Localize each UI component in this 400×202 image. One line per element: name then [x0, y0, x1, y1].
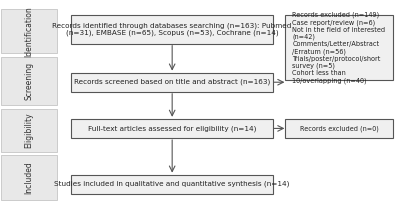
Text: Screening: Screening [25, 62, 34, 100]
Text: Included: Included [25, 161, 34, 194]
Text: Studies included in qualitative and quantitative synthesis (n=14): Studies included in qualitative and quan… [54, 181, 290, 187]
Text: Records excluded (n=0): Records excluded (n=0) [300, 125, 378, 132]
FancyBboxPatch shape [71, 73, 274, 92]
Text: Eligibility: Eligibility [25, 113, 34, 148]
FancyBboxPatch shape [1, 109, 57, 152]
FancyBboxPatch shape [285, 119, 392, 138]
FancyBboxPatch shape [1, 9, 57, 53]
Text: Records identified through databases searching (n=163): Pubmed
(n=31), EMBASE (n: Records identified through databases sea… [52, 22, 292, 36]
FancyBboxPatch shape [1, 57, 57, 105]
Text: Identification: Identification [25, 6, 34, 57]
FancyBboxPatch shape [71, 15, 274, 44]
Text: Records excluded (n=149)
Case report/review (n=6)
Not in the field of interested: Records excluded (n=149) Case report/rev… [292, 12, 386, 84]
Text: Records screened based on title and abstract (n=163): Records screened based on title and abst… [74, 79, 270, 85]
Text: Full-text articles assessed for eligibility (n=14): Full-text articles assessed for eligibil… [88, 125, 256, 132]
FancyBboxPatch shape [1, 155, 57, 200]
FancyBboxPatch shape [285, 15, 392, 80]
FancyBboxPatch shape [71, 119, 274, 138]
FancyBboxPatch shape [71, 175, 274, 194]
